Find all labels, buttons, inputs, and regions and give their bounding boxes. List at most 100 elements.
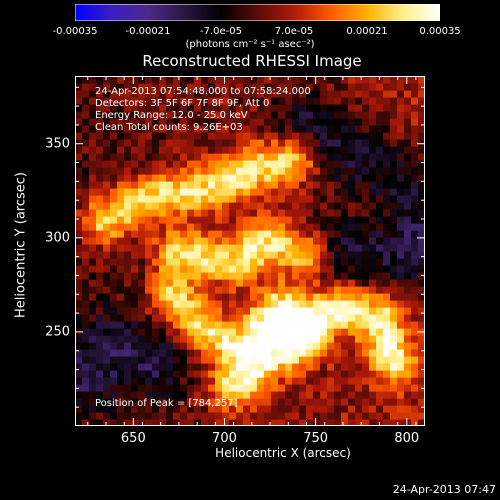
heatmap-cell (208, 104, 216, 112)
heatmap-cell (215, 412, 223, 420)
heatmap-cell (355, 384, 363, 392)
heatmap-cell (145, 321, 153, 329)
heatmap-cell (96, 419, 104, 426)
heatmap-cell (229, 377, 237, 385)
heatmap-cell (103, 125, 111, 133)
heatmap-cell (299, 335, 307, 343)
heatmap-cell (117, 118, 125, 126)
heatmap-cell (187, 300, 195, 308)
heatmap-cell (215, 125, 223, 133)
heatmap-cell (166, 321, 174, 329)
heatmap-cell (138, 83, 146, 91)
heatmap-cell (138, 300, 146, 308)
heatmap-cell (152, 293, 160, 301)
heatmap-cell (243, 328, 251, 336)
heatmap-cell (236, 83, 244, 91)
heatmap-cell (348, 384, 356, 392)
heatmap-cell (411, 188, 419, 196)
heatmap-cell (229, 272, 237, 280)
heatmap-cell (285, 384, 293, 392)
heatmap-cell (208, 265, 216, 273)
heatmap-cell (271, 181, 279, 189)
heatmap-cell (229, 405, 237, 413)
heatmap-cell (229, 160, 237, 168)
heatmap-cell (236, 412, 244, 420)
heatmap-cell (124, 412, 132, 420)
heatmap-cell (187, 174, 195, 182)
heatmap-cell (292, 153, 300, 161)
heatmap-cell (306, 230, 314, 238)
heatmap-cell (96, 321, 104, 329)
heatmap-cell (355, 174, 363, 182)
heatmap-cell (222, 167, 230, 175)
heatmap-cell (278, 335, 286, 343)
heatmap-cell (348, 265, 356, 273)
heatmap-cell (271, 307, 279, 315)
heatmap-cell (250, 202, 258, 210)
heatmap-cell (201, 335, 209, 343)
heatmap-cell (264, 356, 272, 364)
heatmap-cell (215, 251, 223, 259)
heatmap-cell (362, 223, 370, 231)
heatmap-cell (383, 377, 391, 385)
heatmap-cell (236, 342, 244, 350)
heatmap-cell (159, 118, 167, 126)
heatmap-cell (201, 405, 209, 413)
heatmap-cell (285, 398, 293, 406)
heatmap-cell (257, 412, 265, 420)
heatmap-cell (397, 349, 405, 357)
heatmap-cell (145, 279, 153, 287)
heatmap-cell (362, 286, 370, 294)
heatmap-cell (320, 244, 328, 252)
heatmap-cell (145, 132, 153, 140)
heatmap-cell (327, 377, 335, 385)
heatmap-cell (96, 279, 104, 287)
heatmap-cell (411, 356, 419, 364)
heatmap-cell (271, 265, 279, 273)
heatmap-cell (208, 209, 216, 217)
heatmap-cell (180, 146, 188, 154)
heatmap-cell (96, 342, 104, 350)
heatmap-cell (411, 195, 419, 203)
heatmap-cell (264, 83, 272, 91)
heatmap-cell (145, 307, 153, 315)
heatmap-cell (75, 104, 83, 112)
heatmap-cell (404, 244, 412, 252)
heatmap-cell (180, 174, 188, 182)
heatmap-cell (166, 132, 174, 140)
heatmap-cell (110, 97, 118, 105)
heatmap-cell (411, 244, 419, 252)
heatmap-cell (257, 363, 265, 371)
heatmap-cell (292, 167, 300, 175)
heatmap-cell (173, 160, 181, 168)
heatmap-cell (418, 97, 425, 105)
heatmap-cell (152, 202, 160, 210)
heatmap-cell (341, 76, 349, 84)
heatmap-cell (355, 342, 363, 350)
heatmap-cell (390, 132, 398, 140)
heatmap-cell (278, 76, 286, 84)
heatmap-cell (320, 258, 328, 266)
heatmap-cell (285, 174, 293, 182)
heatmap-cell (299, 398, 307, 406)
heatmap-cell (82, 335, 90, 343)
plot-frame (75, 76, 425, 426)
heatmap-cell (166, 258, 174, 266)
heatmap-cell (96, 370, 104, 378)
heatmap-cell (180, 104, 188, 112)
heatmap-cell (313, 251, 321, 259)
heatmap-cell (383, 272, 391, 280)
heatmap-cell (82, 153, 90, 161)
heatmap-cell (250, 244, 258, 252)
heatmap-cell (243, 202, 251, 210)
heatmap-cell (103, 160, 111, 168)
heatmap-cell (369, 272, 377, 280)
heatmap-cell (369, 216, 377, 224)
heatmap-cell (369, 118, 377, 126)
heatmap-cell (397, 160, 405, 168)
heatmap-cell (376, 307, 384, 315)
heatmap-cell (180, 265, 188, 273)
heatmap-cell (362, 146, 370, 154)
heatmap-cell (103, 195, 111, 203)
heatmap-cell (320, 83, 328, 91)
